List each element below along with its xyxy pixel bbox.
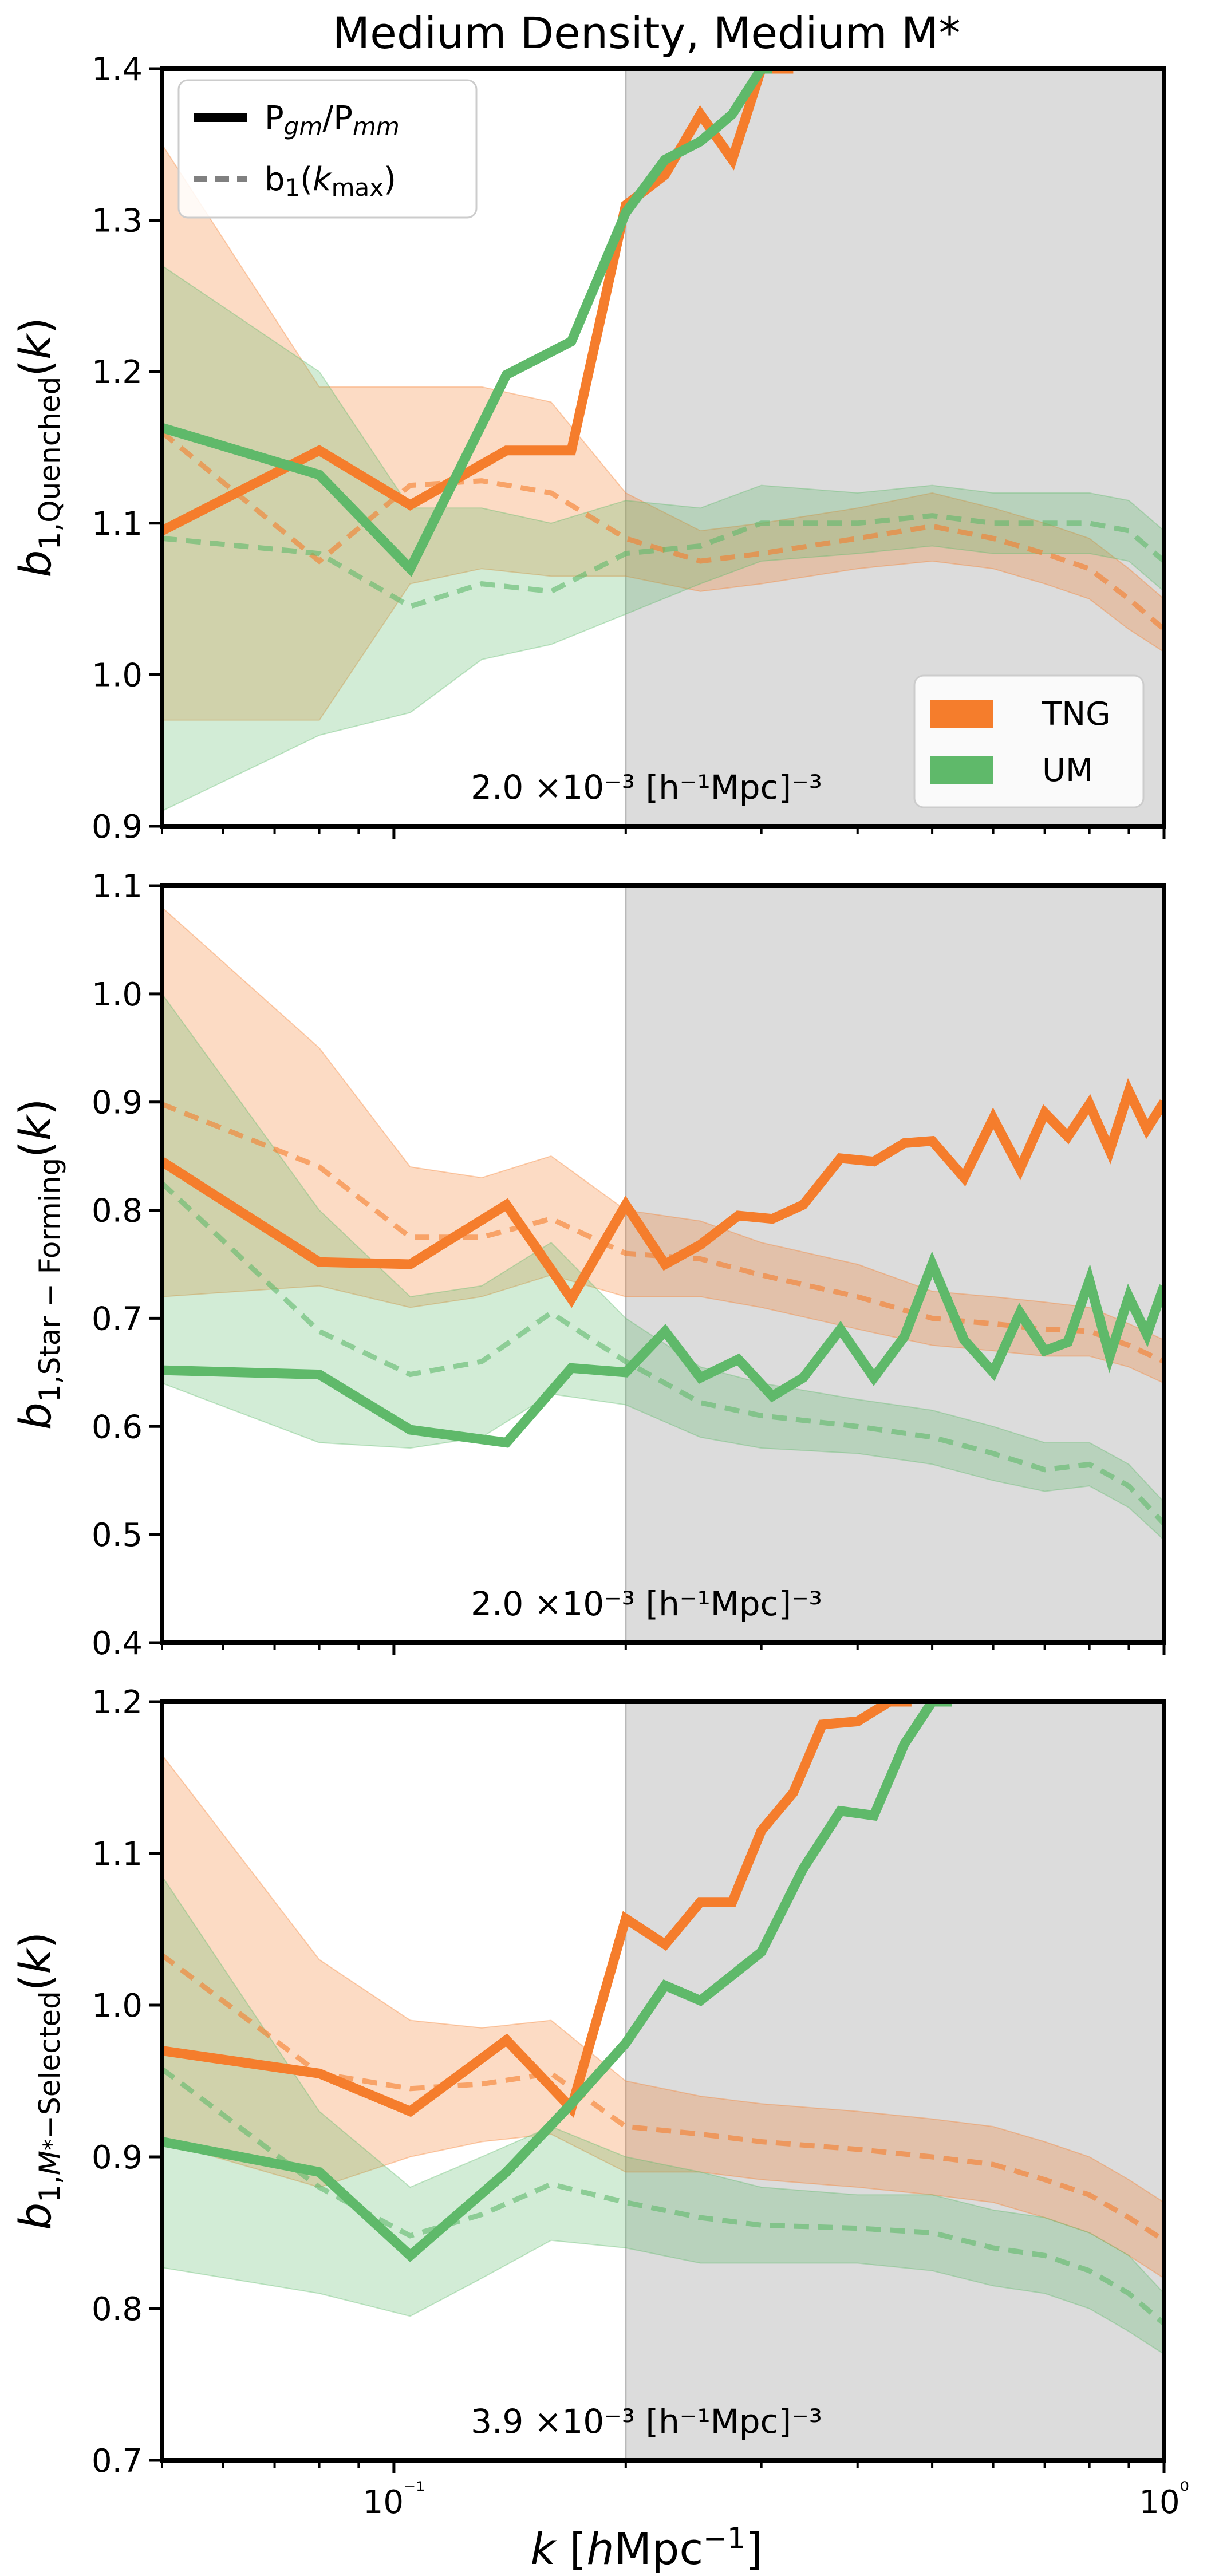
y-tick-label: 0.9	[92, 1084, 143, 1122]
panel-star-forming: 0.4 0.5 0.6 0.7 0.8 0.9 1.0 1.1 2.0 ×10⁻³ [h⁻¹Mp…	[10, 868, 1166, 1662]
dashed-line-tng	[162, 1953, 1164, 2243]
solid-line-um	[162, 1251, 1164, 1448]
y-tick-label: 0.6	[92, 1409, 143, 1446]
band-um	[162, 265, 1164, 812]
solid-line-um	[162, 1702, 952, 2262]
plot-frame	[160, 883, 1166, 1645]
y-axis-label: b1,Quenched(k)	[10, 317, 66, 577]
legend-linestyle-frame	[177, 79, 478, 219]
plot-area	[162, 906, 1164, 1541]
y-tick-label: 1.1	[92, 1836, 143, 1873]
legend-tng-swatch	[930, 700, 993, 728]
y-tick-label: 1.2	[92, 1684, 143, 1721]
dashed-line-um	[162, 1181, 1164, 1526]
y-tick-label: 0.4	[92, 1625, 143, 1662]
y-tick-label: 0.8	[92, 1193, 143, 1230]
y-axis-label: b1,Star − Forming(k)	[10, 1099, 66, 1430]
legend-model: TNG UM	[913, 674, 1145, 808]
plot-frame	[160, 66, 1166, 829]
y-tick-label: 0.5	[92, 1517, 143, 1554]
x-tick-label: 10⁰	[1139, 2478, 1189, 2521]
y-tick-label: 1.3	[92, 203, 143, 240]
y-tick-label: 1.0	[92, 657, 143, 694]
y-tick-label: 1.1	[92, 868, 143, 905]
legend-linestyle: Pgm/Pmm b1(kmax)	[177, 79, 478, 219]
y-tick-label: 0.9	[92, 2139, 143, 2176]
y-tick-label: 0.9	[92, 808, 143, 846]
solid-line-tng	[162, 1702, 912, 2118]
number-density-annotation: 2.0 ×10⁻³ [h⁻¹Mpc]⁻³	[471, 768, 822, 807]
legend-um-label: UM	[1042, 752, 1093, 789]
plot-frame	[160, 1699, 1166, 2463]
band-tng	[162, 143, 1164, 721]
y-tick-label: 0.7	[92, 1300, 143, 1338]
legend-um-swatch	[930, 756, 993, 784]
x-tick-label: 10⁻¹	[363, 2478, 425, 2521]
legend-tng-label: TNG	[1042, 696, 1111, 733]
panel-mstar-selected: 0.7 0.8 0.9 1.0 1.1 1.2 10⁻¹ 10⁰ 3.9 ×10⁻³ [h⁻¹M…	[10, 1684, 1189, 2521]
shaded-region	[625, 886, 1164, 1643]
y-tick-label: 1.1	[92, 506, 143, 543]
shaded-region	[625, 1702, 1164, 2460]
dashed-line-um	[162, 513, 1164, 610]
y-tick-label: 1.0	[92, 1987, 143, 2025]
figure-title: Medium Density, Medium M*	[333, 7, 961, 58]
y-tick-label: 1.0	[92, 976, 143, 1013]
y-tick-label: 1.4	[92, 51, 143, 88]
solid-line-um	[162, 69, 772, 577]
band-tng	[162, 1754, 1164, 2279]
panel-quenched: 0.9 1.0 1.1 1.2 1.3 1.4 2.0 ×10⁻³ [h⁻¹Mpc]⁻³ b1…	[10, 51, 1166, 846]
y-tick-label: 1.2	[92, 354, 143, 391]
y-axis-label: b1,M*−Selected(k)	[10, 1932, 66, 2230]
dashed-line-tng	[162, 430, 1164, 632]
solid-line-tng	[162, 1078, 1164, 1308]
number-density-annotation: 3.9 ×10⁻³ [h⁻¹Mpc]⁻³	[471, 2402, 822, 2441]
plot-area	[162, 1702, 1164, 2355]
x-axis-label: k [hMpc−1]	[531, 2522, 763, 2574]
plot-area	[162, 69, 1164, 812]
number-density-annotation: 2.0 ×10⁻³ [h⁻¹Mpc]⁻³	[471, 1584, 822, 1623]
y-tick-label: 0.7	[92, 2443, 143, 2480]
y-tick-label: 0.8	[92, 2291, 143, 2328]
